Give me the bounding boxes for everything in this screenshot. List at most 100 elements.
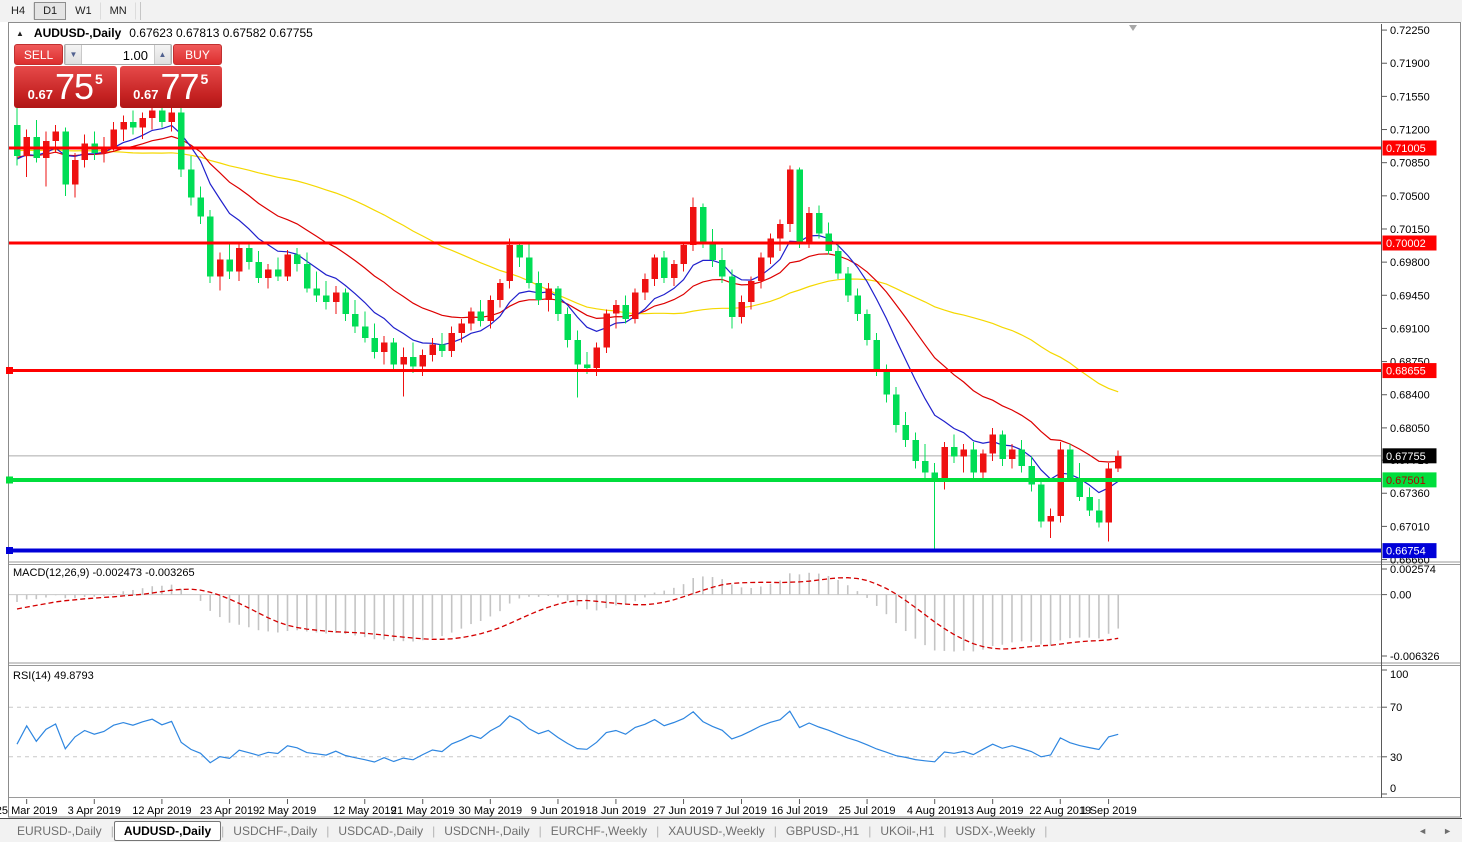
rsi-line [16, 710, 1119, 764]
price-tick-label: 0.68400 [1390, 390, 1430, 402]
candle [187, 169, 195, 198]
candle [139, 118, 147, 128]
candle [400, 356, 407, 365]
volume-input[interactable]: 1.00 [82, 45, 154, 64]
symbol-period-label: AUDUSD-,Daily [33, 26, 122, 40]
tab-navigation: ◄ ► [1418, 819, 1452, 842]
buy-price-pip: 5 [200, 71, 209, 87]
tab-usdcad-daily[interactable]: USDCAD-,Daily [338, 823, 424, 838]
candle [100, 146, 108, 154]
candle [216, 259, 224, 277]
tab-separator: | [110, 823, 114, 838]
sell-button[interactable]: SELL [14, 44, 63, 65]
collapse-panel-icon[interactable]: ▲ [16, 28, 24, 38]
candle [506, 245, 514, 282]
tab-separator: | [656, 823, 660, 838]
candle [332, 292, 340, 302]
candle [999, 434, 1006, 460]
tabs-scroll-left-icon[interactable]: ◄ [1418, 825, 1428, 836]
price-tick-label: 0.71550 [1390, 91, 1430, 103]
timeframe-w1-button[interactable]: W1 [66, 2, 101, 20]
candle [1028, 465, 1035, 485]
tabs-scroll-right-icon[interactable]: ► [1443, 825, 1452, 836]
scroll-to-end-icon [1129, 25, 1137, 31]
candle [352, 314, 359, 327]
date-label: 25 Jul 2019 [839, 805, 896, 817]
tab-audusd-daily[interactable]: AUDUSD-,Daily [113, 820, 222, 841]
candle [245, 247, 253, 263]
price-tick-label: 0.68050 [1390, 423, 1430, 435]
candle [226, 259, 234, 272]
date-label: 9 Jun 2019 [531, 805, 585, 817]
tab-usdcnh-daily[interactable]: USDCNH-,Daily [444, 823, 530, 838]
tab-xauusd-weekly[interactable]: XAUUSD-,Weekly [668, 823, 765, 838]
candle [970, 449, 977, 473]
candle [583, 364, 591, 369]
hline-handle [6, 367, 13, 375]
date-label: 25 Mar 2019 [0, 805, 58, 817]
candle [197, 197, 205, 217]
candle [922, 461, 929, 473]
volume-decrease-button[interactable]: ▼ [65, 45, 82, 64]
price-badge-label: 0.70002 [1386, 238, 1426, 250]
price-chart-canvas[interactable]: 0.72250 0.71900 0.71550 0.71200 0.70850 0.705… [0, 22, 1462, 818]
candle [255, 262, 262, 279]
timeframe-h4-button[interactable]: H4 [2, 2, 35, 20]
candle [1105, 468, 1113, 523]
candle [1057, 449, 1064, 516]
tab-eurchf-weekly[interactable]: EURCHF-,Weekly [550, 823, 648, 838]
candle [303, 264, 311, 289]
timeframe-d1-button[interactable]: D1 [34, 2, 67, 20]
candle [429, 344, 436, 355]
hline-handle [6, 476, 13, 484]
date-label: 13 Aug 2019 [962, 805, 1024, 817]
candle [806, 212, 813, 244]
candle [738, 301, 745, 318]
sell-price-prefix: 0.67 [27, 86, 53, 102]
candle [129, 121, 137, 128]
tab-usdchf-daily[interactable]: USDCHF-,Daily [233, 823, 318, 838]
candle [110, 129, 118, 147]
candle [622, 304, 630, 319]
date-label: 21 May 2019 [391, 805, 455, 817]
timeframe-mn-button[interactable]: MN [101, 2, 136, 20]
candle [274, 269, 282, 277]
candle [458, 323, 465, 334]
timeframe-toolbar: H4 D1 W1 MN [0, 0, 1462, 22]
candle [468, 311, 475, 324]
rsi-indicator-label: RSI(14) 49.8793 [13, 670, 94, 682]
buy-price-display[interactable]: 0.67 77 5 [119, 66, 222, 108]
date-label: 3 Apr 2019 [68, 805, 121, 817]
candle [158, 110, 166, 122]
candle [757, 257, 765, 282]
candle [670, 264, 678, 279]
date-label: 2 May 2019 [259, 805, 316, 817]
candle [564, 314, 572, 340]
tab-eurusd-daily[interactable]: EURUSD-,Daily [17, 823, 102, 838]
candle [748, 281, 755, 302]
candle [786, 169, 794, 225]
buy-price-digits: 77 [160, 66, 199, 107]
price-tick-label: 0.70150 [1390, 224, 1430, 236]
date-label: 30 May 2019 [459, 805, 523, 817]
candle [1018, 449, 1026, 466]
tab-separator: | [868, 823, 872, 838]
date-label: 23 Apr 2019 [200, 805, 259, 817]
candle [284, 254, 291, 277]
sell-price-display[interactable]: 0.67 75 5 [14, 66, 117, 108]
candle [854, 295, 861, 315]
tab-gbpusd-h1[interactable]: GBPUSD-,H1 [785, 823, 860, 838]
date-label: 4 Aug 2019 [907, 805, 963, 817]
candle [1076, 478, 1084, 498]
tab-ukoil-h1[interactable]: UKOil-,H1 [880, 823, 935, 838]
date-label: 18 Jun 2019 [586, 805, 647, 817]
ma-9-line [16, 124, 1119, 494]
volume-increase-button[interactable]: ▲ [154, 45, 171, 64]
candle [960, 449, 968, 457]
buy-price-prefix: 0.67 [133, 86, 159, 102]
chart-window[interactable]: 0.72250 0.71900 0.71550 0.71200 0.70850 0.705… [0, 22, 1462, 818]
buy-button[interactable]: BUY [173, 44, 222, 65]
price-tick-label: 0.67360 [1390, 488, 1430, 500]
horizontal-level-lines [6, 146, 1381, 555]
tab-usdx-weekly[interactable]: USDX-,Weekly [955, 823, 1036, 838]
